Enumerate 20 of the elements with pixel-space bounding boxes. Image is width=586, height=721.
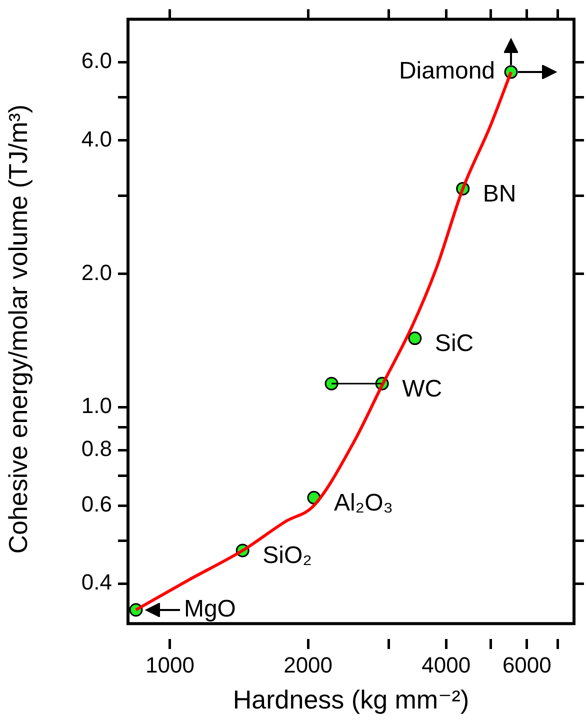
x-tick-label: 2000 bbox=[284, 652, 333, 678]
y-tick-label: 4.0 bbox=[81, 126, 112, 152]
x-tick-label: 1000 bbox=[146, 652, 194, 678]
annotation: SiO₂ bbox=[262, 542, 312, 570]
x-tick-label: 6000 bbox=[502, 652, 552, 678]
annotation: SiC bbox=[434, 330, 474, 357]
y-tick-label: 1.0 bbox=[81, 393, 112, 418]
y-tick-label: 0.8 bbox=[81, 436, 112, 462]
annotation: MgO bbox=[184, 595, 236, 622]
annotation: Diamond bbox=[398, 58, 496, 85]
annotation: Al₂O₃ bbox=[334, 489, 394, 516]
y-tick-label: 6.0 bbox=[81, 48, 112, 74]
x-tick-label: 4000 bbox=[422, 652, 471, 678]
y-axis-title: Cohesive energy/molar volume (TJ/m³) bbox=[2, 104, 33, 554]
y-tick-label: 0.4 bbox=[81, 570, 112, 595]
y-tick-label: 0.6 bbox=[81, 492, 112, 517]
annotation: WC bbox=[402, 375, 442, 402]
y-tick-label: 2.0 bbox=[81, 260, 112, 285]
annotation: BN bbox=[482, 180, 516, 208]
x-axis-title: Hardness (kg mm⁻²) bbox=[232, 684, 470, 715]
